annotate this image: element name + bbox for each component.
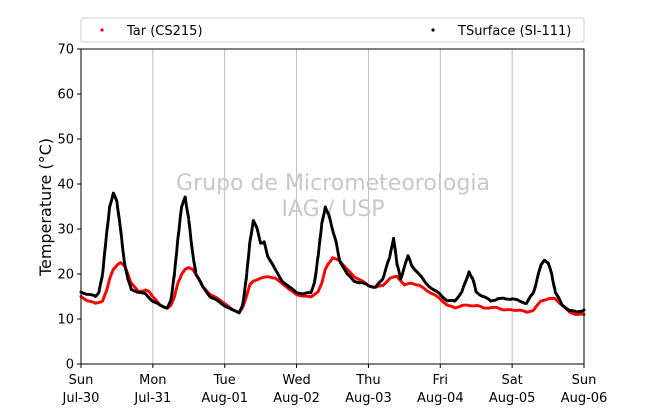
data-point [187,216,191,220]
legend-marker-tar [100,28,104,32]
data-point [553,288,557,292]
series-tar [79,256,586,317]
data-point [125,274,129,278]
x-tick-label-day: Sun [69,373,94,388]
x-tick-label-day: Sat [501,373,522,388]
y-tick-label: 20 [57,268,74,283]
x-tick-label-day: Mon [139,373,166,388]
watermark-line-1: Grupo de Micrometeorologia [176,171,490,196]
x-tick-label-day: Thu [355,373,380,388]
x-tick-label-day: Fri [433,373,449,388]
x-tick-label-day: Tue [213,373,236,388]
y-tick-label: 40 [57,178,74,193]
plot-frame [80,48,585,365]
legend-label-tsurface: TSurface (SI-111) [457,24,571,39]
y-tick-label: 0 [66,358,74,373]
x-tick-label-date: Jul-30 [62,391,100,406]
watermark-line-2: IAG / USP [282,197,385,222]
y-axis-label: Temperature (°C) [36,138,55,277]
y-tick-label: 30 [57,223,74,238]
legend-marker-tsurface [431,28,435,32]
data-point [320,224,324,228]
x-tick-label-date: Aug-05 [489,391,536,406]
y-tick-label: 60 [57,88,74,103]
legend: Tar (CS215) TSurface (SI-111) [80,17,585,43]
x-tick-label-date: Aug-01 [201,391,248,406]
legend-label-tar: Tar (CS215) [126,24,203,39]
legend-box [80,17,585,43]
y-tick-label: 70 [57,43,74,58]
data-point [194,270,198,274]
x-tick-label-date: Aug-03 [345,391,392,406]
y-tick-label: 50 [57,133,74,148]
x-tick-label-day: Wed [282,373,310,388]
x-axis: Sun Jul-30 Mon Jul-31 Tue Aug-01 Wed Aug-02 Thu A… [62,364,608,406]
x-tick-label-day: Sun [572,373,597,388]
y-tick-label: 10 [57,313,74,328]
x-tick-label-date: Jul-31 [133,391,171,406]
data-point [100,274,104,278]
y-axis: 0 10 20 30 40 50 60 70 [57,43,81,373]
x-tick-label-date: Aug-06 [561,391,608,406]
x-tick-label-date: Aug-04 [417,391,464,406]
watermark: Grupo de Micrometeorologia IAG / USP [176,171,490,222]
vertical-gridlines [152,49,513,364]
x-tick-label-date: Aug-02 [273,391,320,406]
series-layer [79,191,586,317]
series-tsurface [79,191,586,315]
